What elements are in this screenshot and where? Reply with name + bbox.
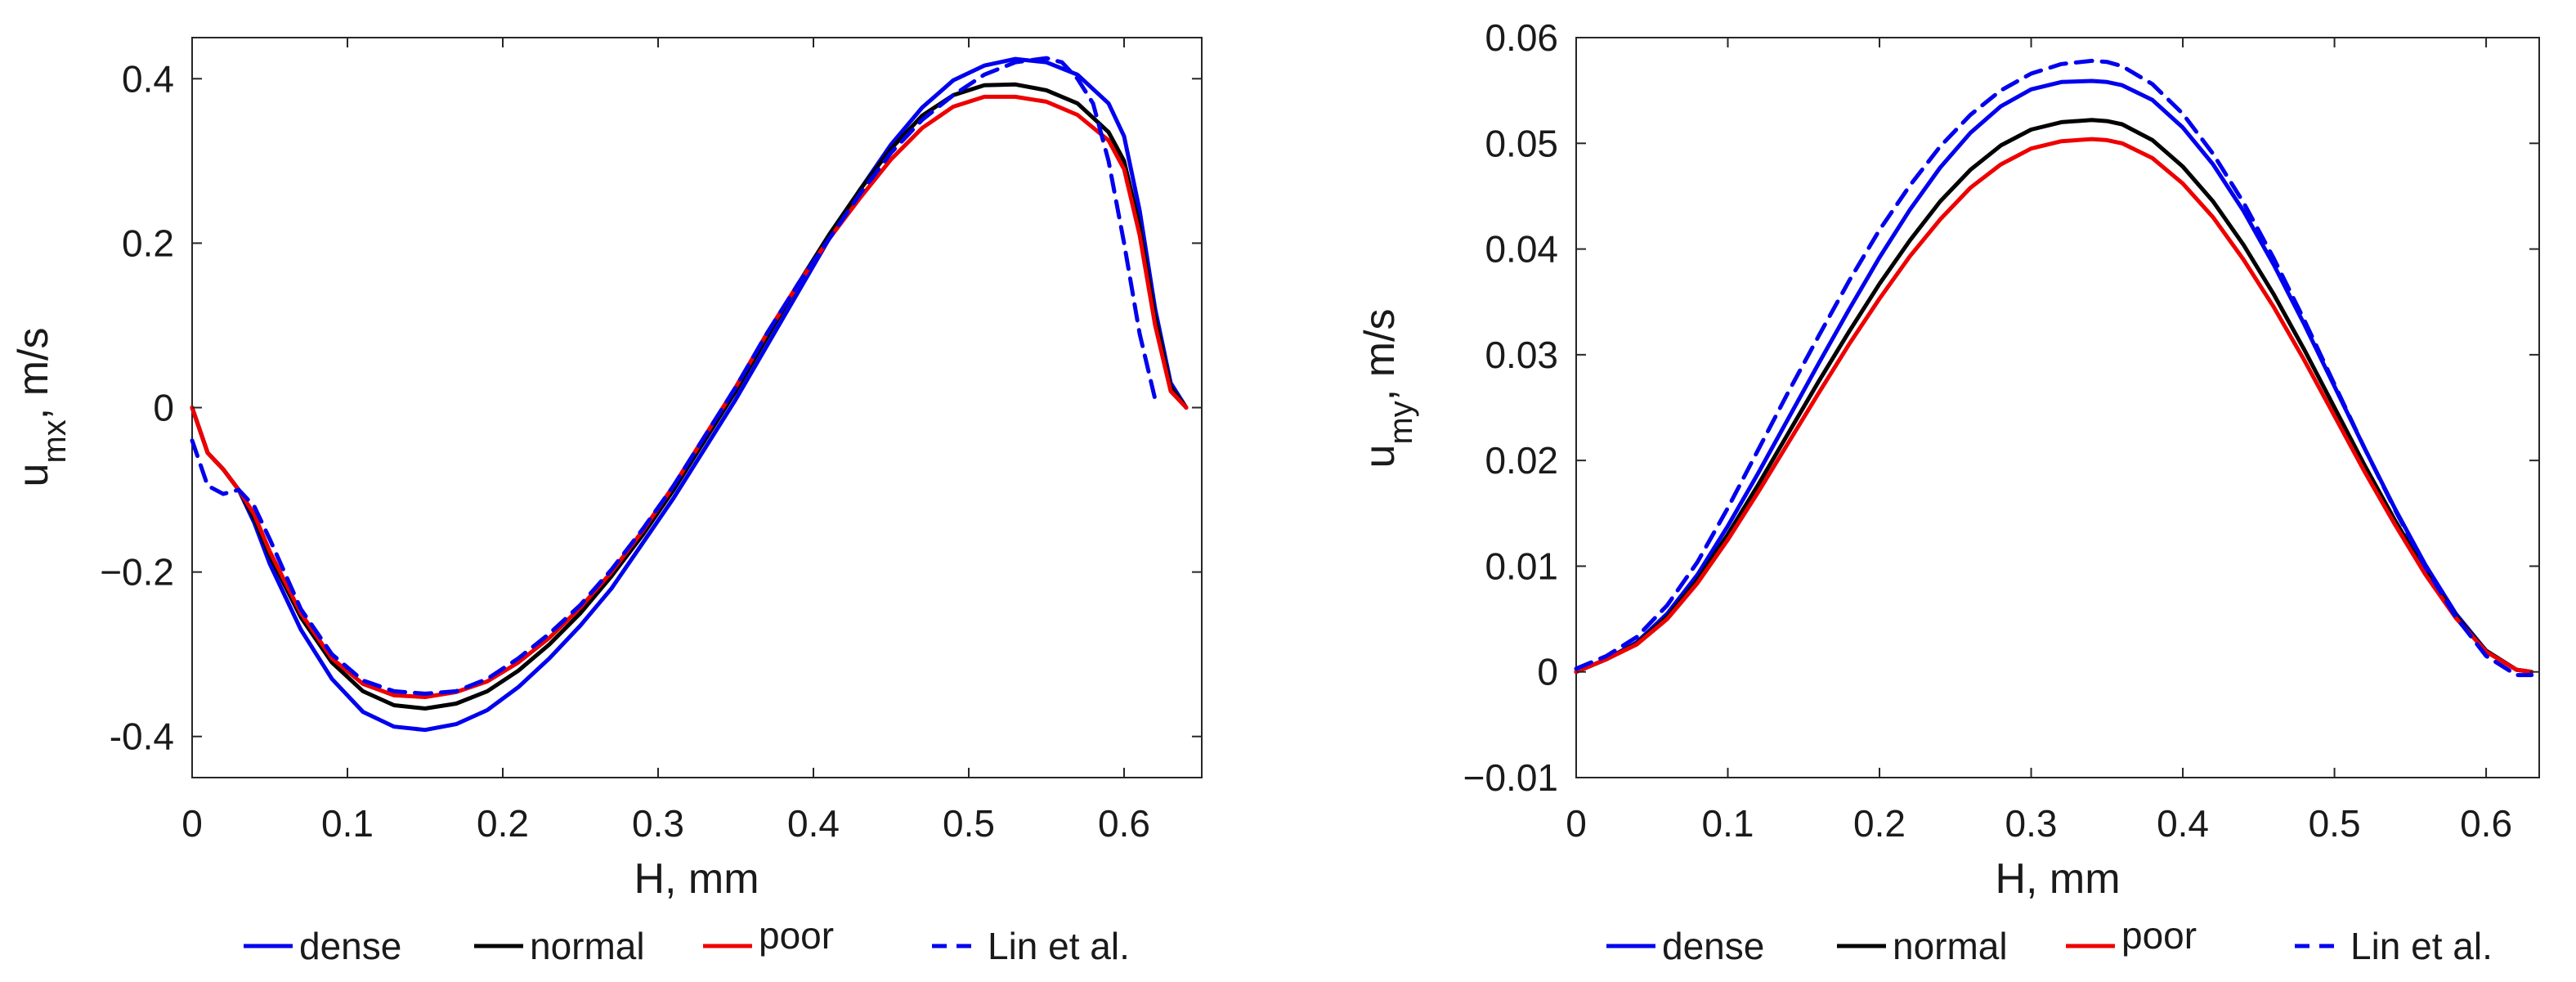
left-x-tick-label: 0.6	[1098, 802, 1150, 845]
right-plot-area	[1575, 37, 2540, 778]
left-legend-item-normal: normal	[474, 925, 645, 967]
left-y-label-base: u	[10, 464, 57, 487]
right-y-label-subscript: my	[1383, 401, 1419, 444]
left-legend: dense normal poor Lin et al.	[244, 914, 1130, 967]
left-series-line-dense	[190, 56, 1189, 733]
left-legend-item-lin: Lin et al.	[932, 925, 1130, 967]
right-y-tick-label: 0.05	[1485, 122, 1558, 164]
right-y-label-base: u	[1356, 445, 1404, 469]
left-legend-label-dense: dense	[299, 925, 401, 967]
left-x-tick-label: 0.3	[632, 802, 684, 845]
right-series-layer	[1574, 58, 2534, 678]
left-y-axis-label: umx, m/s	[10, 328, 73, 487]
left-y-tick-label: −0.2	[100, 551, 174, 594]
right-legend-item-normal: normal	[1837, 925, 2008, 967]
left-y-tick-label: -0.4	[110, 715, 174, 758]
right-y-axis-label: umy, m/s	[1356, 309, 1419, 469]
right-series-line-normal	[1574, 118, 2534, 675]
right-y-tick-label: 0.01	[1485, 545, 1558, 587]
left-x-tick-label: 0.2	[477, 802, 529, 845]
right-y-tick-label: 0.03	[1485, 334, 1558, 376]
right-y-label-suffix: , m/s	[1356, 309, 1404, 401]
left-y-label-suffix: , m/s	[10, 328, 57, 420]
right-y-tick-label: −0.01	[1463, 756, 1558, 799]
right-x-tick-label: 0.4	[2157, 802, 2209, 845]
left-series-line-poor	[190, 94, 1189, 699]
right-x-tick-label: 0.5	[2309, 802, 2361, 845]
right-legend-item-poor: poor	[2066, 914, 2197, 957]
left-y-tick-label: 0	[153, 387, 174, 429]
left-legend-label-normal: normal	[530, 925, 645, 967]
left-x-tick-label: 0.4	[787, 802, 840, 845]
left-legend-label-poor: poor	[759, 914, 834, 957]
right-legend-label-dense: dense	[1662, 925, 1764, 967]
left-x-tick-label: 0.1	[321, 802, 374, 845]
right-x-tick-label: 0	[1566, 802, 1587, 845]
left-legend-label-lin: Lin et al.	[988, 925, 1130, 967]
right-legend-item-dense: dense	[1606, 925, 1764, 967]
right-series-line-lin-et-al	[1574, 58, 2534, 678]
left-x-axis-label: H, mm	[634, 855, 759, 903]
right-legend-label-lin: Lin et al.	[2350, 925, 2493, 967]
right-legend-label-poor: poor	[2121, 914, 2197, 957]
right-x-axis-label: H, mm	[1995, 855, 2120, 903]
right-legend: dense normal poor Lin et al.	[1606, 914, 2493, 967]
left-legend-item-poor: poor	[703, 914, 834, 957]
right-chart-panel: 0 0.1 0.2 0.3 0.4 0.5 0.6−0.0100.010.020.030.0…	[1356, 16, 2540, 967]
left-series-line-normal	[190, 82, 1189, 711]
left-x-tick-label: 0	[181, 802, 203, 845]
left-x-tick-label: 0.5	[943, 802, 995, 845]
right-legend-label-normal: normal	[1893, 925, 2008, 967]
left-y-tick-label: 0.4	[122, 57, 174, 100]
right-series-line-poor	[1574, 137, 2534, 675]
left-legend-item-dense: dense	[244, 925, 401, 967]
right-y-tick-label: 0.04	[1485, 228, 1558, 271]
right-x-tick-label: 0.6	[2460, 802, 2512, 845]
left-tick-layer: 0 0.1 0.2 0.3 0.4 0.5 0.6 -0.4 −0.2 0 0.2 0.4	[100, 38, 1202, 845]
right-x-tick-label: 0.2	[1853, 802, 1906, 845]
right-series-line-dense	[1574, 78, 2534, 675]
left-series-line-lin-et-al	[190, 56, 1158, 696]
right-x-tick-label: 0.1	[1702, 802, 1754, 845]
right-x-tick-label: 0.3	[2005, 802, 2058, 845]
left-y-tick-label: 0.2	[122, 222, 174, 264]
right-tick-layer: 0 0.1 0.2 0.3 0.4 0.5 0.6−0.0100.010.020.030.0…	[1463, 16, 2539, 845]
right-legend-item-lin: Lin et al.	[2295, 925, 2493, 967]
right-y-tick-label: 0	[1537, 651, 1558, 693]
left-series-layer	[190, 56, 1189, 733]
left-chart-panel: 0 0.1 0.2 0.3 0.4 0.5 0.6 -0.4 −0.2 0 0.2 0.4 H, mm…	[10, 37, 1203, 967]
right-y-tick-label: 0.06	[1485, 16, 1558, 59]
right-y-tick-label: 0.02	[1485, 439, 1558, 482]
left-y-label-subscript: mx	[37, 419, 73, 463]
